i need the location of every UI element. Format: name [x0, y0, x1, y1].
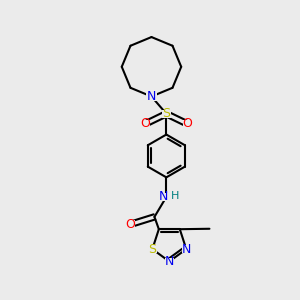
- Bar: [141, 120, 150, 128]
- Bar: [146, 92, 157, 101]
- Bar: [157, 193, 173, 201]
- Bar: [148, 245, 157, 253]
- Bar: [182, 245, 191, 253]
- Bar: [126, 220, 135, 228]
- Text: N: N: [182, 243, 191, 256]
- Text: N: N: [165, 255, 174, 268]
- Text: O: O: [126, 218, 136, 231]
- Text: S: S: [148, 243, 156, 256]
- Text: H: H: [171, 191, 179, 201]
- Text: N: N: [159, 190, 168, 203]
- Text: N: N: [147, 90, 156, 103]
- Bar: [162, 110, 171, 118]
- Bar: [165, 258, 174, 265]
- Text: O: O: [182, 117, 192, 130]
- Text: O: O: [141, 117, 151, 130]
- Bar: [183, 120, 192, 128]
- Text: S: S: [162, 107, 170, 120]
